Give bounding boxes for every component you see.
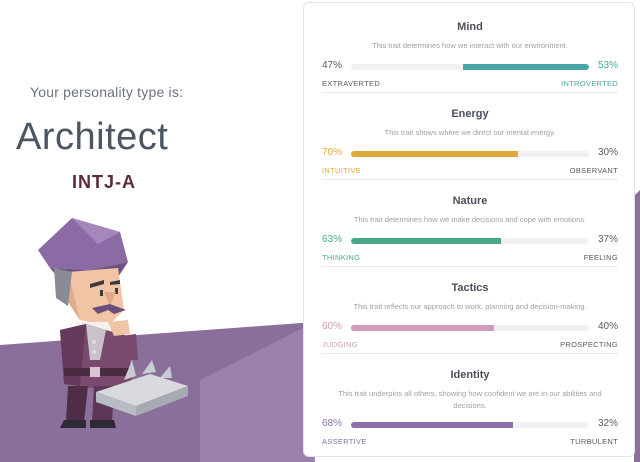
personality-type-name: Architect (16, 116, 169, 158)
right-trait-label: FEELING (583, 253, 618, 262)
trait-description: This trait determines how we interact wi… (372, 41, 568, 50)
trait-bar-track (351, 325, 589, 331)
trait-bar-fill (351, 238, 501, 244)
trait-label-row: ASSERTIVE TURBULENT (322, 437, 618, 447)
trait-description: This trait shows where we direct our men… (384, 128, 556, 137)
architect-character-illustration (38, 218, 188, 428)
left-trait-label: ASSERTIVE (322, 437, 367, 446)
trait-bar-row: 47% 53% (322, 60, 618, 74)
left-percent: 47% (322, 60, 343, 71)
left-trait-label: JUDGING (322, 340, 358, 349)
trait-title: Nature (452, 195, 488, 207)
personality-traits-card: Mind This trait determines how we intera… (303, 2, 635, 457)
trait-mind: Mind This trait determines how we intera… (322, 5, 618, 93)
trait-label-row: THINKING FEELING (322, 253, 618, 263)
left-percent: 63% (322, 234, 343, 245)
left-percent: 60% (322, 321, 343, 332)
trait-bar-row: 70% 30% (322, 147, 618, 161)
intro-label: Your personality type is: (30, 84, 184, 100)
right-percent: 37% (597, 234, 618, 245)
trait-title: Tactics (451, 282, 489, 294)
trait-title: Identity (450, 369, 490, 381)
trait-bar-track (351, 151, 589, 157)
right-percent: 30% (597, 147, 618, 158)
trait-title: Mind (457, 21, 483, 33)
trait-description: This trait underpins all others, showing… (338, 389, 602, 410)
right-trait-label: OBSERVANT (569, 166, 618, 175)
trait-bar-fill (462, 64, 589, 70)
right-trait-label: PROSPECTING (560, 340, 618, 349)
right-percent: 53% (597, 60, 618, 71)
trait-title: Energy (451, 108, 489, 120)
right-trait-label: TURBULENT (570, 437, 618, 446)
trait-bar-row: 63% 37% (322, 234, 618, 248)
trait-label-row: JUDGING PROSPECTING (322, 340, 618, 350)
right-percent: 40% (597, 321, 618, 332)
trait-nature: Nature This trait determines how we make… (322, 179, 618, 267)
trait-energy: Energy This trait shows where we direct … (322, 92, 618, 180)
left-trait-label: THINKING (322, 253, 361, 262)
trait-bar-fill (351, 422, 513, 428)
trait-description: This trait determines how we make decisi… (353, 215, 587, 224)
trait-bar-fill (351, 151, 518, 157)
trait-bar-row: 60% 40% (322, 321, 618, 335)
trait-tactics: Tactics This trait reflects our approach… (322, 266, 618, 354)
trait-description: This trait reflects our approach to work… (353, 302, 587, 311)
right-percent: 32% (597, 418, 618, 429)
trait-bar-track (351, 238, 589, 244)
left-trait-label: INTUITIVE (322, 166, 361, 175)
right-trait-label: INTROVERTED (561, 79, 618, 88)
trait-bar-track (351, 422, 589, 428)
trait-bar-fill (351, 325, 494, 331)
trait-identity: Identity This trait underpins all others… (322, 353, 618, 453)
left-percent: 68% (322, 418, 343, 429)
trait-bar-row: 68% 32% (322, 418, 618, 432)
trait-label-row: EXTRAVERTED INTROVERTED (322, 79, 618, 89)
trait-label-row: INTUITIVE OBSERVANT (322, 166, 618, 176)
left-trait-label: EXTRAVERTED (322, 79, 381, 88)
left-percent: 70% (322, 147, 343, 158)
personality-type-code: INTJ-A (72, 172, 136, 192)
trait-bar-track (351, 64, 589, 70)
